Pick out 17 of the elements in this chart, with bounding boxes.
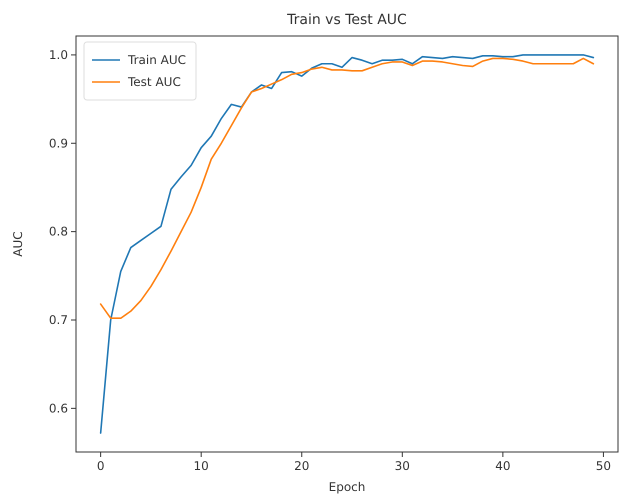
x-tick-label: 10 bbox=[194, 459, 209, 473]
x-tick-label: 30 bbox=[394, 459, 410, 473]
y-tick-label: 0.7 bbox=[48, 312, 68, 327]
y-tick-label: 0.8 bbox=[48, 224, 68, 239]
y-axis-title: AUC bbox=[11, 231, 25, 257]
y-tick-label: 0.9 bbox=[48, 136, 68, 150]
x-tick-label: 0 bbox=[96, 459, 104, 473]
chart-title: Train vs Test AUC bbox=[286, 12, 408, 28]
legend-label: Test AUC bbox=[127, 75, 181, 89]
x-tick-label: 40 bbox=[495, 459, 511, 473]
y-tick-label: 0.6 bbox=[48, 401, 68, 416]
x-tick-label: 20 bbox=[294, 459, 310, 473]
y-tick-label: 1.0 bbox=[48, 48, 68, 62]
line-series bbox=[100, 54, 594, 434]
x-axis-title: Epoch bbox=[328, 480, 366, 494]
legend-label: Train AUC bbox=[127, 53, 186, 67]
x-tick-label: 50 bbox=[596, 459, 612, 473]
